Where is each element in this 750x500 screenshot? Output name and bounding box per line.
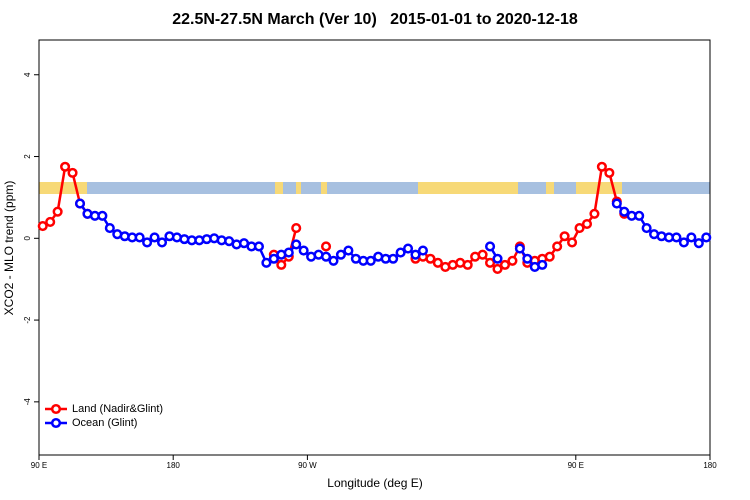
point xyxy=(52,206,63,217)
point xyxy=(611,198,622,209)
point xyxy=(589,208,600,219)
point xyxy=(537,259,548,270)
point xyxy=(641,223,652,234)
point xyxy=(425,253,436,264)
y-tick-label: -2 xyxy=(23,316,32,324)
point xyxy=(142,237,153,248)
point xyxy=(298,245,309,256)
point xyxy=(395,247,406,258)
point xyxy=(477,249,488,260)
x-tick-label: 180 xyxy=(167,461,181,470)
point xyxy=(514,243,525,254)
point xyxy=(320,251,332,262)
y-tick-label: -4 xyxy=(23,398,32,406)
y-tick-label: 4 xyxy=(23,72,32,77)
point xyxy=(268,253,279,264)
point xyxy=(462,259,473,270)
point xyxy=(67,167,78,178)
point xyxy=(343,245,354,256)
legend-label: Ocean (Glint) xyxy=(72,417,137,429)
legend-marker xyxy=(50,403,62,415)
point xyxy=(552,241,563,252)
point xyxy=(686,232,697,243)
point xyxy=(678,237,689,248)
point xyxy=(97,210,108,221)
point xyxy=(104,223,115,234)
point xyxy=(499,259,511,270)
point xyxy=(276,259,287,270)
point xyxy=(619,206,630,217)
point xyxy=(492,263,503,275)
point xyxy=(522,253,533,264)
point xyxy=(253,241,264,252)
point xyxy=(634,210,645,221)
point xyxy=(134,232,145,243)
legend-marker xyxy=(50,417,62,429)
point xyxy=(149,232,160,243)
point xyxy=(544,251,555,262)
point xyxy=(283,247,294,258)
point xyxy=(671,232,682,243)
x-tick-label: 90 W xyxy=(298,461,317,470)
point xyxy=(701,232,712,243)
point xyxy=(574,223,585,234)
point xyxy=(328,255,339,266)
x-tick-label: 90 E xyxy=(31,461,47,470)
point xyxy=(559,231,570,242)
point xyxy=(432,257,443,268)
point xyxy=(388,253,399,264)
y-tick-label: 2 xyxy=(23,154,32,159)
x-axis-label: Longitude (deg E) xyxy=(327,476,422,490)
point xyxy=(507,255,518,266)
plot-frame xyxy=(38,39,711,456)
point xyxy=(485,241,496,252)
point xyxy=(693,238,704,249)
point xyxy=(335,249,347,260)
point xyxy=(45,216,56,227)
point xyxy=(410,249,421,260)
y-axis-label: XCO2 - MLO trend (ppm) xyxy=(2,181,16,316)
point xyxy=(403,243,414,254)
point xyxy=(291,223,302,234)
point xyxy=(567,237,578,248)
legend-label: Land (Nadir&Glint) xyxy=(72,403,163,415)
y-tick-label: 0 xyxy=(23,236,32,241)
point xyxy=(365,255,376,266)
point xyxy=(596,161,607,172)
point xyxy=(604,167,615,178)
point xyxy=(291,239,302,250)
point xyxy=(492,253,503,264)
point xyxy=(320,241,332,252)
x-tick-label: 180 xyxy=(703,461,717,470)
point xyxy=(581,218,593,230)
point xyxy=(60,161,71,172)
point xyxy=(261,257,272,268)
x-tick-label: 90 E xyxy=(568,461,584,470)
point xyxy=(417,245,429,256)
point xyxy=(37,220,48,232)
chart-title: 22.5N-27.5N March (Ver 10) 2015-01-01 to… xyxy=(172,11,578,28)
point xyxy=(156,237,168,248)
point xyxy=(485,257,496,268)
point xyxy=(74,198,86,209)
land-mask-strip xyxy=(39,182,710,194)
